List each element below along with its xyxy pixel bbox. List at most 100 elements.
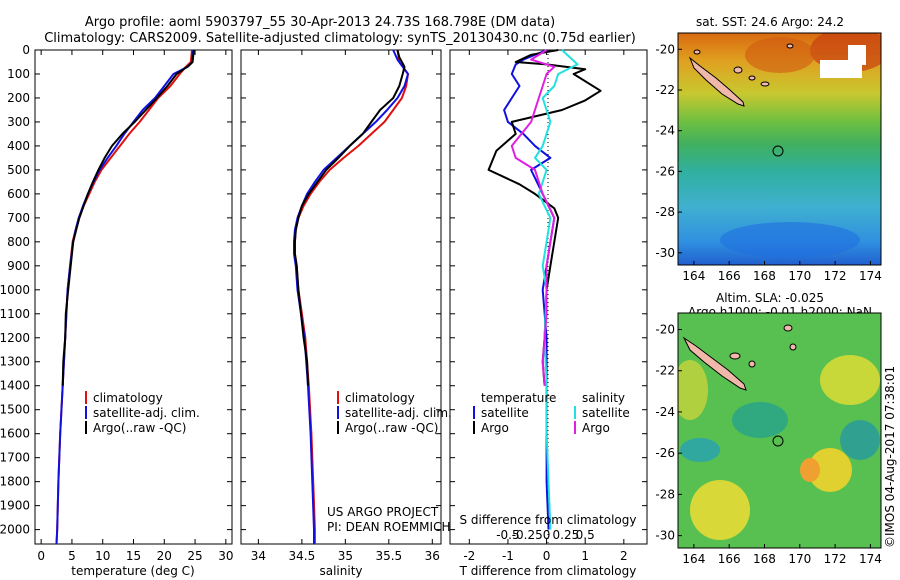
depth-tick-label: 1600	[0, 427, 30, 441]
s-tick-label: -0.5	[496, 528, 519, 542]
series-line-argo	[293, 49, 406, 386]
difference-legend: temperature salinity satellite Argo sate…	[473, 391, 630, 435]
legend-label-climatology: climatology	[93, 391, 163, 405]
map-x-tick-label: 164	[682, 552, 705, 566]
difference-series	[487, 49, 602, 530]
x-tick-label: 34	[251, 549, 266, 563]
s-tick-label: -0.25	[512, 528, 543, 542]
series-line-salinity_argo	[510, 49, 556, 386]
sla-high-patch	[808, 448, 852, 492]
depth-tick-label: 300	[7, 115, 30, 129]
map-y-tick-label: -28	[655, 487, 675, 501]
x-tick-label: 5	[68, 549, 76, 563]
island	[748, 360, 756, 368]
map-x-tick-label: 168	[753, 269, 776, 283]
sla-high-patch	[800, 458, 820, 482]
temperature-series	[55, 49, 195, 545]
sst-missing-data	[848, 45, 866, 65]
map-y-tick-label: -20	[655, 322, 675, 336]
map-x-tick-label: 172	[824, 269, 847, 283]
x-tick-label: 20	[157, 549, 172, 563]
island	[789, 343, 797, 351]
depth-tick-label: 1800	[0, 475, 30, 489]
depth-tick-label: 100	[7, 67, 30, 81]
map-y-tick-label: -22	[655, 83, 675, 97]
island	[783, 324, 793, 332]
x-tick-label: 35	[338, 549, 353, 563]
float-position-marker	[772, 435, 784, 447]
sla-low-patch	[680, 438, 720, 462]
pi-label: PI: DEAN ROEMMICH	[327, 520, 450, 534]
salinity-xlabel: salinity	[319, 564, 362, 578]
series-line-satellite	[293, 49, 409, 544]
island	[748, 75, 756, 81]
legend-label-s-satellite: satellite	[582, 406, 630, 420]
x-tick-label: -1	[502, 549, 514, 563]
sst-map-frame	[677, 32, 882, 266]
float-position-marker	[772, 145, 784, 157]
x-tick-label: -2	[463, 549, 475, 563]
salinity-series	[293, 49, 409, 544]
sla-map-title-line1: Altim. SLA: -0.025	[716, 291, 824, 305]
x-tick-label: 1	[581, 549, 589, 563]
salinity-legend: climatology satellite-adj. clim. Argo(..…	[337, 391, 452, 435]
legend-label-t-satellite: satellite	[481, 406, 529, 420]
map-y-tick-label: -28	[655, 205, 675, 219]
salinity-ticks: 34 34.5 35 35.5 36	[241, 49, 441, 563]
island	[729, 352, 741, 360]
x-tick-label: 0	[37, 549, 45, 563]
difference-panel: -2 -1 0 1 2 -0.5-0.25 0 0.250.5 T difference fr…	[449, 49, 648, 578]
map-y-tick-label: -22	[655, 364, 675, 378]
map-y-tick-label: -30	[655, 529, 675, 543]
map-y-tick-label: -24	[655, 405, 675, 419]
map-y-tick-label: -26	[655, 164, 675, 178]
sst-map: sat. SST: 24.6 Argo: 24.2 164 166 168 170 17…	[655, 15, 882, 283]
sst-warm-patch	[745, 37, 815, 73]
map-y-tick-label: -20	[655, 42, 675, 56]
legend-label-satellite: satellite-adj. clim.	[93, 406, 200, 420]
map-x-tick-label: 170	[788, 552, 811, 566]
map-x-tick-label: 170	[788, 269, 811, 283]
series-line-argo	[61, 49, 195, 386]
map-x-tick-label: 174	[859, 269, 882, 283]
depth-tick-label: 1700	[0, 451, 30, 465]
depth-tick-label: 800	[7, 235, 30, 249]
figure-title-line2: Climatology: CARS2009. Satellite-adjuste…	[44, 31, 636, 46]
sla-low-patch	[732, 402, 788, 438]
x-tick-label: 10	[95, 549, 110, 563]
legend-title-temperature: temperature	[481, 391, 556, 405]
sla-low-patch	[840, 420, 880, 460]
depth-tick-label: 1100	[0, 307, 30, 321]
depth-tick-label: 1400	[0, 379, 30, 393]
island	[760, 81, 770, 87]
island-new-caledonia	[688, 56, 745, 107]
map-x-tick-label: 168	[753, 552, 776, 566]
depth-tick-label: 1500	[0, 403, 30, 417]
legend-label-t-argo: Argo	[481, 421, 509, 435]
salinity-panel: 34 34.5 35 35.5 36 salinity climatology sate…	[240, 49, 452, 578]
map-x-tick-label: 164	[682, 269, 705, 283]
temperature-legend: climatology satellite-adj. clim. Argo(..…	[85, 391, 200, 435]
depth-tick-label: 1000	[0, 283, 30, 297]
temperature-panel: 0 5 10 15 20 25 30 0 100 200 300 400 500 600 700 800 90…	[0, 43, 233, 578]
legend-label-s-argo: Argo	[582, 421, 610, 435]
s-tick-label: 0.5	[576, 528, 595, 542]
sla-map: Altim. SLA: -0.025 Argo h1000: -0.01 h20…	[655, 291, 881, 566]
difference-ticks: -2 -1 0 1 2 -0.5-0.25 0 0.250.5	[450, 49, 647, 563]
difference-xlabel: T difference from climatology	[459, 564, 637, 578]
depth-tick-label: 200	[7, 91, 30, 105]
series-line-satellite	[55, 49, 194, 545]
x-tick-label: 0	[543, 549, 551, 563]
sst-map-title: sat. SST: 24.6 Argo: 24.2	[696, 15, 844, 29]
depth-tick-label: 500	[7, 163, 30, 177]
s-tick-label: 0	[543, 528, 551, 542]
map-x-tick-label: 174	[859, 552, 882, 566]
island	[733, 66, 743, 74]
sla-high-patch	[678, 360, 708, 420]
salinity-difference-xlabel: S difference from climatology	[460, 513, 637, 527]
x-tick-label: 15	[126, 549, 141, 563]
salinity-axes-frame	[240, 49, 442, 545]
figure-title-line1: Argo profile: aoml 5903797_55 30-Apr-201…	[85, 15, 555, 30]
s-tick-label: 0.25	[553, 528, 580, 542]
